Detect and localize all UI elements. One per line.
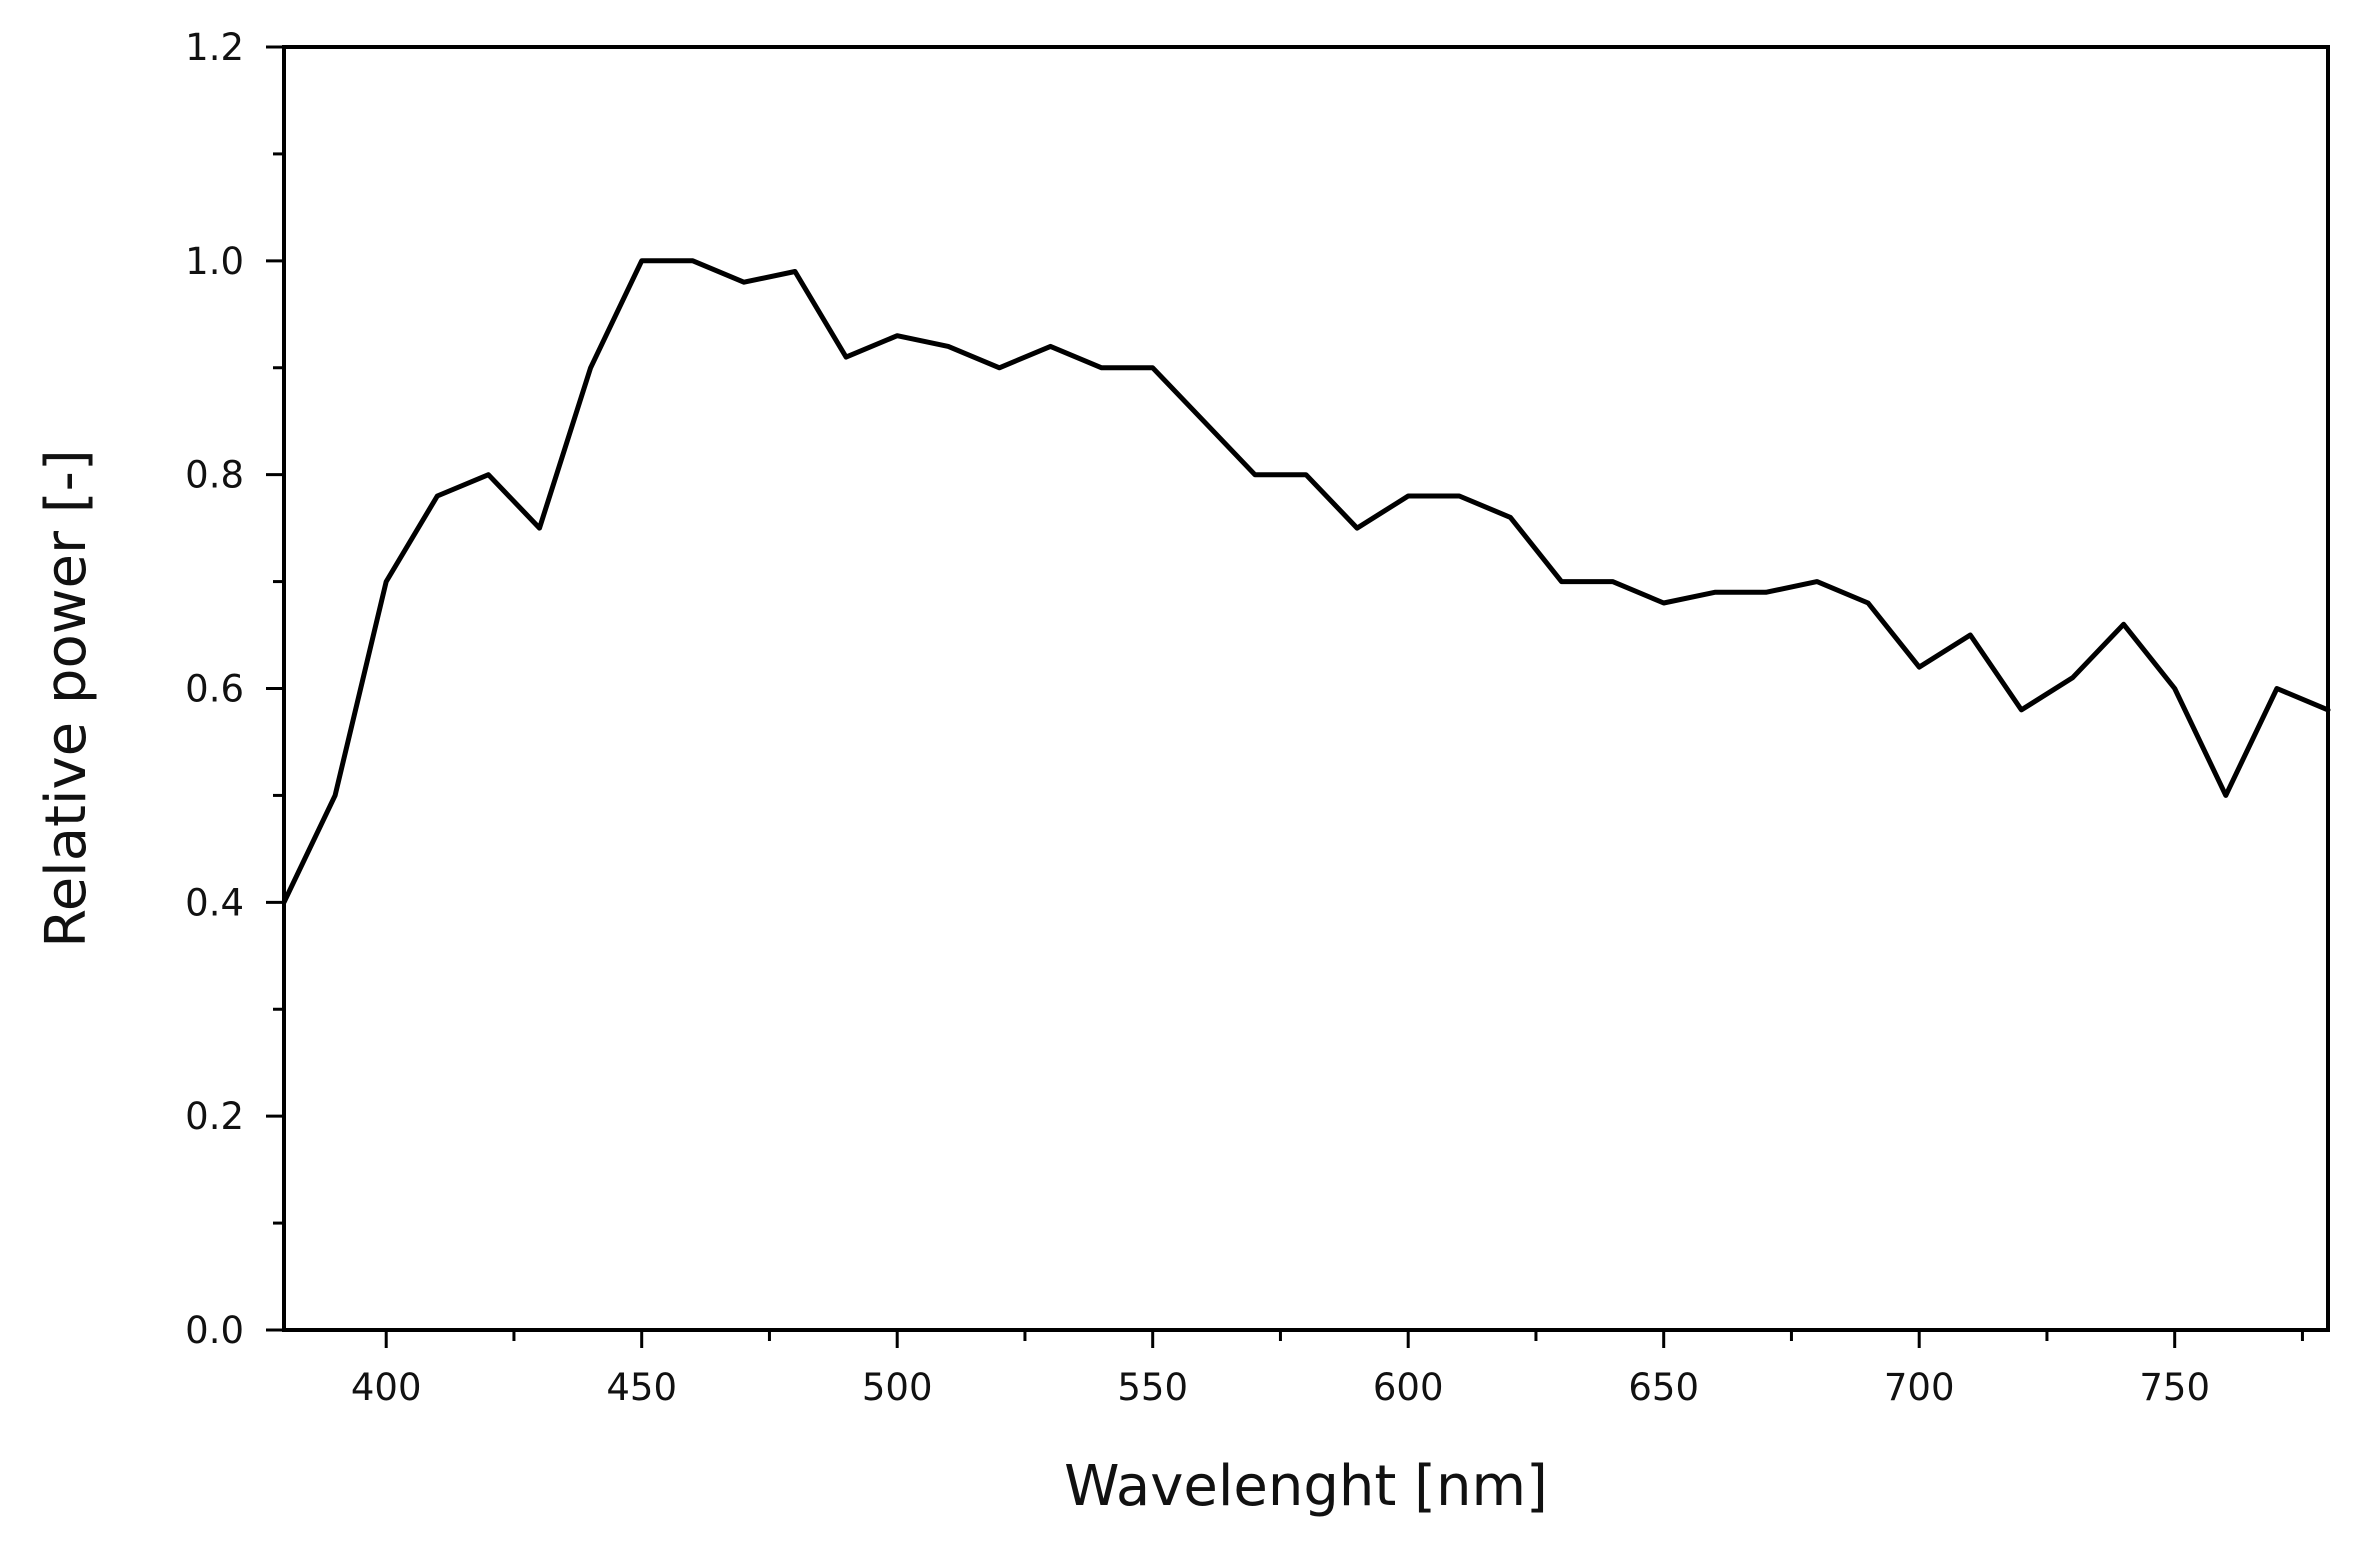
x-tick-label: 750 (2139, 1366, 2210, 1409)
y-tick-label: 0.4 (185, 881, 244, 924)
plot-frame (282, 45, 2330, 1332)
y-axis-ticks: 0.0 0.2 0.4 0.6 0.8 1.0 1.2 (185, 26, 284, 1352)
x-tick-label: 600 (1373, 1366, 1444, 1409)
x-tick-label: 500 (862, 1366, 933, 1409)
x-tick-label: 450 (606, 1366, 677, 1409)
y-tick-label: 0.6 (185, 668, 244, 711)
series-layer (281, 258, 2331, 905)
series-line (281, 258, 2331, 905)
x-axis-title: Wavelenght [nm] (1064, 1454, 1548, 1519)
x-tick-label: 700 (1884, 1366, 1955, 1409)
x-tick-label: 400 (351, 1366, 422, 1409)
y-tick-label: 0.0 (185, 1309, 244, 1352)
y-tick-label: 1.2 (185, 26, 244, 69)
y-tick-label: 1.0 (185, 240, 244, 283)
y-tick-label: 0.8 (185, 454, 244, 497)
y-axis-title: Relative power [-] (34, 449, 99, 947)
y-tick-label: 0.2 (185, 1095, 244, 1138)
x-tick-label: 650 (1628, 1366, 1699, 1409)
x-axis-ticks: 400 450 500 550 600 650 700 750 (351, 1330, 2304, 1409)
x-tick-label: 550 (1117, 1366, 1188, 1409)
